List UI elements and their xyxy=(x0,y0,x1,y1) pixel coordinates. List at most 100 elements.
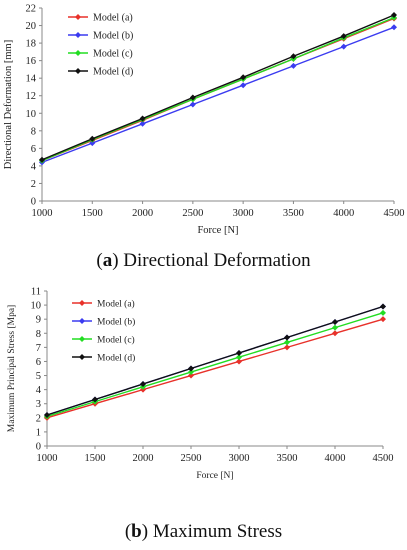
caption-b-open: ( xyxy=(124,521,132,542)
chart-1-y-tick-label: 6 xyxy=(36,357,41,368)
chart-0-y-tick-label: 2 xyxy=(31,179,36,190)
chart-0-x-axis-label: Force [N] xyxy=(197,225,238,236)
chart-0-y-tick-label: 10 xyxy=(26,109,37,120)
chart-0-y-tick-label: 18 xyxy=(26,39,37,50)
chart-1-y-axis-label: Maximum Principal Stress [Mpa] xyxy=(7,305,17,432)
chart-1-series-3-point xyxy=(188,365,194,372)
chart-0-y-tick-label: 6 xyxy=(31,144,36,155)
chart-1-series-3-line xyxy=(46,305,384,416)
chart-0-series-3-point xyxy=(340,33,347,40)
chart-1-legend-marker-2 xyxy=(79,336,85,342)
chart-0-y-tick-label: 20 xyxy=(26,21,37,32)
chart-0-series-3-line xyxy=(41,14,395,161)
chart-0-legend-label-1: Model (b) xyxy=(93,31,133,42)
caption-a-letter: a xyxy=(102,250,113,271)
chart-1-series-0-point xyxy=(332,330,338,337)
chart-1-series-2-line xyxy=(46,312,384,418)
chart-0-x-tick-label: 2500 xyxy=(182,208,203,219)
chart-0-x-tick-label: 3000 xyxy=(233,208,254,219)
chart-1-x-tick-label: 3500 xyxy=(277,453,298,464)
chart-1-y-tick-label: 2 xyxy=(36,413,41,424)
chart-1-series-3-point xyxy=(332,319,338,325)
chart-1-series-2-point xyxy=(284,339,290,346)
chart-1-y-tick-label: 7 xyxy=(36,343,41,354)
chart-1-y-tick-label: 10 xyxy=(31,301,42,312)
chart-1-series-3-point xyxy=(44,412,50,418)
chart-0-series-1-point xyxy=(189,101,196,108)
chart-1-legend-marker-3 xyxy=(79,354,85,360)
chart-1-series-2-point xyxy=(236,354,242,361)
chart-0-legend-marker-0 xyxy=(75,14,81,20)
chart-maximum-stress: 0 1 2 3 4 5 6 7 8 9 10 11 1000 1500 2000 2500 3000 3500 40… xyxy=(0,280,407,512)
chart-0-series-2-line xyxy=(41,17,395,162)
chart-1-series-0-point xyxy=(380,316,386,323)
chart-1-legend-label-0: Model (a) xyxy=(97,299,135,310)
chart-1-y-tick-label: 0 xyxy=(36,442,41,453)
chart-b-svg: 0 1 2 3 4 5 6 7 8 9 10 11 1000 1500 2000 2500 3000 3500 40… xyxy=(7,287,394,482)
caption-b-letter: b xyxy=(131,521,142,542)
chart-0-x-tick-label: 4500 xyxy=(384,208,405,219)
chart-1-y-tick-label: 4 xyxy=(36,385,42,396)
chart-0-x-tick-label: 2000 xyxy=(132,208,153,219)
chart-0-y-tick-label: 14 xyxy=(26,74,37,85)
chart-1-y-tick-label: 5 xyxy=(36,371,41,382)
caption-a-close: ) xyxy=(112,250,119,271)
caption-a-text: Directional Deformation xyxy=(118,250,311,271)
chart-0-series-3-point xyxy=(240,74,247,81)
chart-0-series-3-point xyxy=(89,135,96,142)
chart-0-y-tick-label: 4 xyxy=(31,161,37,172)
chart-0-series-3-point xyxy=(139,115,146,122)
chart-0-series-3-point xyxy=(39,156,45,163)
chart-1-x-tick-label: 3000 xyxy=(229,453,250,464)
chart-0-x-tick-label: 3500 xyxy=(283,208,304,219)
chart-1-series-3-point xyxy=(140,381,146,387)
chart-1-series-3-point xyxy=(284,334,290,341)
chart-0-y-tick-label: 12 xyxy=(26,91,37,102)
chart-0-series-1-point xyxy=(340,43,347,50)
chart-0-legend-label-3: Model (d) xyxy=(93,67,133,78)
chart-1-series-3-point xyxy=(92,396,98,403)
caption-b-text: Maximum Stress xyxy=(148,521,283,542)
chart-0-legend-label-2: Model (c) xyxy=(93,49,133,60)
chart-1-series-3-point xyxy=(236,350,242,356)
chart-1-legend-label-1: Model (b) xyxy=(97,317,135,328)
chart-0-x-tick-label: 1000 xyxy=(32,208,53,219)
caption-a: (a) Directional Deformation xyxy=(0,250,407,272)
chart-1-x-tick-label: 4000 xyxy=(325,453,346,464)
chart-1-legend-marker-0 xyxy=(79,300,85,306)
chart-0-legend-label-0: Model (a) xyxy=(93,13,133,24)
chart-1-y-tick-label: 11 xyxy=(31,287,41,298)
chart-1-series-2-point xyxy=(380,309,386,316)
chart-0-series-1-point xyxy=(391,24,397,31)
chart-1-y-tick-label: 1 xyxy=(36,427,41,438)
chart-1-y-tick-label: 3 xyxy=(36,399,41,410)
chart-1-series-0-point xyxy=(284,344,290,351)
caption-b-close: ) xyxy=(141,521,149,542)
chart-0-series-3-point xyxy=(391,12,397,19)
chart-1-y-tick-label: 8 xyxy=(36,329,41,340)
chart-1-series-2-point xyxy=(332,324,338,331)
chart-0-x-tick-label: 4000 xyxy=(333,208,354,219)
chart-1-legend-marker-1 xyxy=(79,318,85,324)
chart-0-series-1-point xyxy=(240,82,247,89)
chart-0-legend-marker-1 xyxy=(75,32,81,38)
chart-1-series-0-point xyxy=(236,358,242,365)
chart-0-legend-marker-2 xyxy=(75,50,81,56)
chart-1-x-tick-label: 4500 xyxy=(373,453,394,464)
chart-0-y-tick-label: 0 xyxy=(31,197,36,208)
caption-b: (b) Maximum Stress xyxy=(0,521,407,543)
chart-0-series-3-point xyxy=(290,53,297,60)
chart-0-y-axis-label: Directional Deformation [mm] xyxy=(3,40,14,169)
chart-0-y-tick-label: 22 xyxy=(26,4,37,15)
chart-1-x-tick-label: 1000 xyxy=(37,453,58,464)
chart-0-series-1-point xyxy=(290,62,297,69)
chart-1-x-tick-label: 2500 xyxy=(181,453,202,464)
chart-1-series-3-point xyxy=(380,303,386,310)
chart-1-legend-label-3: Model (d) xyxy=(97,353,135,364)
chart-1-series-2-point xyxy=(188,369,194,376)
chart-0-series-1-point xyxy=(139,120,146,127)
chart-0-series-1-point xyxy=(89,140,96,147)
chart-a-svg: 0 2 4 6 8 10 12 14 16 18 20 22 1000 1500 2000 2500 3000 3… xyxy=(3,4,405,237)
chart-1-series-0-point xyxy=(188,372,194,379)
chart-0-x-tick-label: 1500 xyxy=(82,208,103,219)
